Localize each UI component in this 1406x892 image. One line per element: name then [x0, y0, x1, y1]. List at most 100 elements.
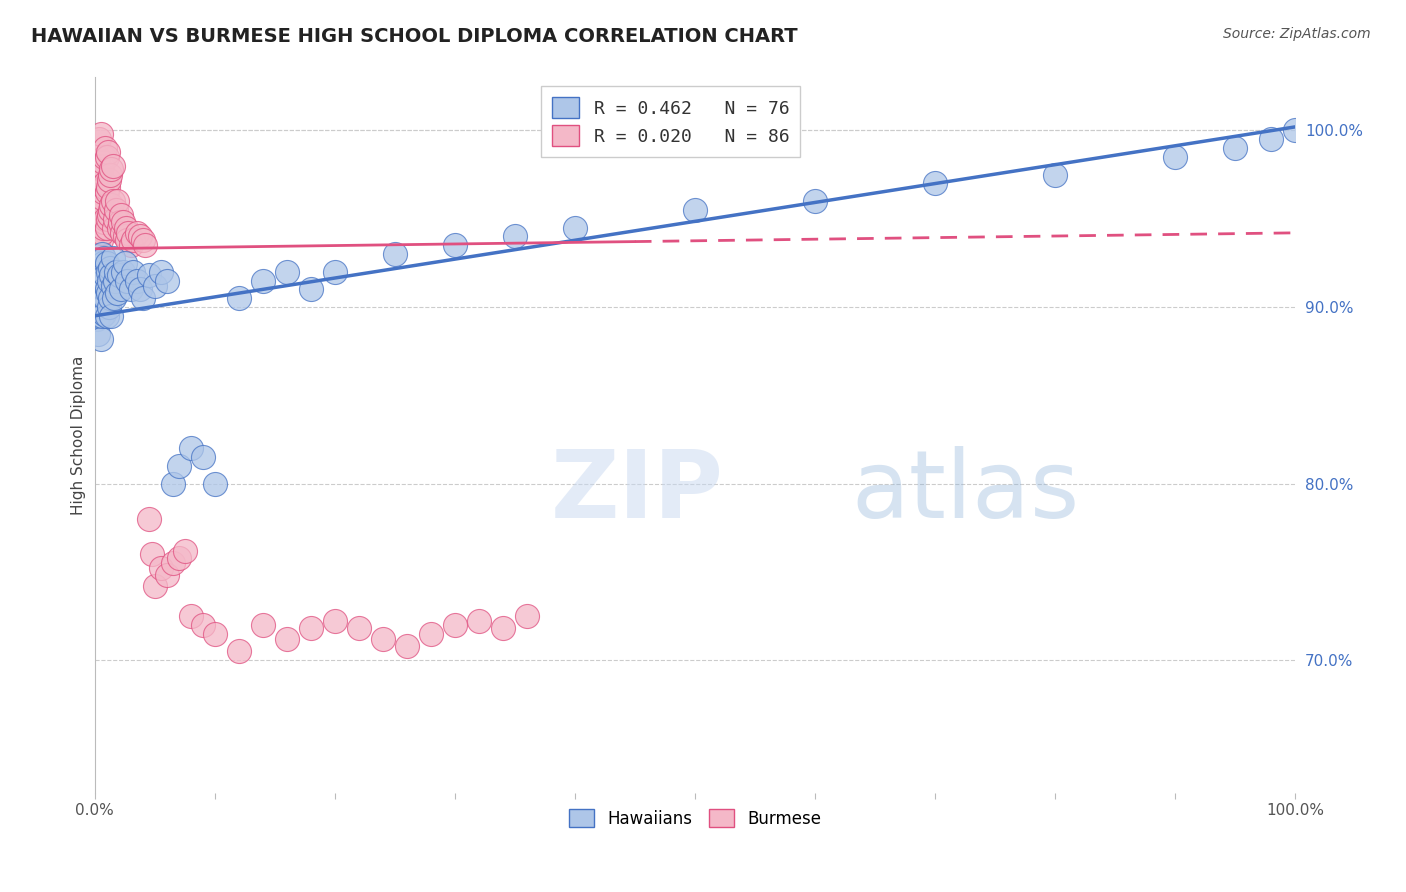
Text: ZIP: ZIP	[551, 446, 724, 538]
Point	[516, 609, 538, 624]
Point	[299, 282, 322, 296]
Point	[191, 450, 214, 464]
Point	[162, 476, 184, 491]
Point	[105, 194, 128, 208]
Point	[94, 268, 117, 283]
Point	[89, 194, 111, 208]
Point	[683, 202, 706, 217]
Point	[112, 265, 135, 279]
Point	[86, 186, 108, 200]
Point	[93, 251, 115, 265]
Legend: Hawaiians, Burmese: Hawaiians, Burmese	[562, 803, 828, 834]
Point	[108, 215, 131, 229]
Point	[107, 220, 129, 235]
Point	[105, 202, 128, 217]
Point	[173, 543, 195, 558]
Point	[101, 278, 124, 293]
Text: Source: ZipAtlas.com: Source: ZipAtlas.com	[1223, 27, 1371, 41]
Point	[94, 177, 117, 191]
Point	[252, 273, 274, 287]
Point	[90, 268, 112, 283]
Point	[91, 273, 114, 287]
Point	[105, 265, 128, 279]
Point	[93, 150, 115, 164]
Point	[96, 186, 118, 200]
Point	[98, 273, 121, 287]
Point	[97, 285, 120, 300]
Point	[299, 622, 322, 636]
Point	[86, 273, 108, 287]
Point	[115, 273, 138, 287]
Point	[96, 309, 118, 323]
Point	[96, 256, 118, 270]
Point	[443, 618, 465, 632]
Point	[1223, 141, 1246, 155]
Point	[90, 285, 112, 300]
Point	[103, 220, 125, 235]
Point	[98, 202, 121, 217]
Point	[94, 141, 117, 155]
Point	[131, 291, 153, 305]
Point	[1043, 168, 1066, 182]
Point	[384, 247, 406, 261]
Point	[90, 247, 112, 261]
Text: atlas: atlas	[851, 446, 1080, 538]
Point	[93, 307, 115, 321]
Point	[91, 186, 114, 200]
Point	[90, 233, 112, 247]
Point	[98, 261, 121, 276]
Point	[122, 265, 145, 279]
Point	[129, 229, 152, 244]
Point	[323, 265, 346, 279]
Point	[114, 229, 136, 244]
Y-axis label: High School Diploma: High School Diploma	[72, 355, 86, 515]
Point	[252, 618, 274, 632]
Point	[180, 442, 202, 456]
Point	[110, 208, 132, 222]
Point	[804, 194, 827, 208]
Point	[138, 268, 160, 283]
Point	[103, 291, 125, 305]
Point	[104, 273, 127, 287]
Point	[87, 177, 110, 191]
Point	[91, 256, 114, 270]
Point	[98, 173, 121, 187]
Point	[101, 194, 124, 208]
Point	[143, 579, 166, 593]
Point	[94, 291, 117, 305]
Point	[395, 639, 418, 653]
Point	[101, 251, 124, 265]
Point	[90, 226, 112, 240]
Point	[90, 127, 112, 141]
Point	[100, 268, 122, 283]
Point	[90, 162, 112, 177]
Point	[347, 622, 370, 636]
Point	[105, 285, 128, 300]
Point	[149, 561, 172, 575]
Point	[84, 229, 107, 244]
Point	[86, 312, 108, 326]
Point	[1260, 132, 1282, 146]
Point	[96, 282, 118, 296]
Point	[114, 256, 136, 270]
Point	[97, 265, 120, 279]
Point	[204, 626, 226, 640]
Point	[125, 273, 148, 287]
Point	[84, 289, 107, 303]
Point	[143, 278, 166, 293]
Point	[468, 615, 491, 629]
Point	[138, 512, 160, 526]
Point	[90, 300, 112, 314]
Point	[419, 626, 441, 640]
Point	[94, 211, 117, 226]
Point	[492, 622, 515, 636]
Point	[120, 238, 142, 252]
Point	[162, 556, 184, 570]
Point	[100, 162, 122, 177]
Point	[87, 150, 110, 164]
Point	[89, 309, 111, 323]
Point	[276, 632, 298, 646]
Text: HAWAIIAN VS BURMESE HIGH SCHOOL DIPLOMA CORRELATION CHART: HAWAIIAN VS BURMESE HIGH SCHOOL DIPLOMA …	[31, 27, 797, 45]
Point	[228, 644, 250, 658]
Point	[91, 300, 114, 314]
